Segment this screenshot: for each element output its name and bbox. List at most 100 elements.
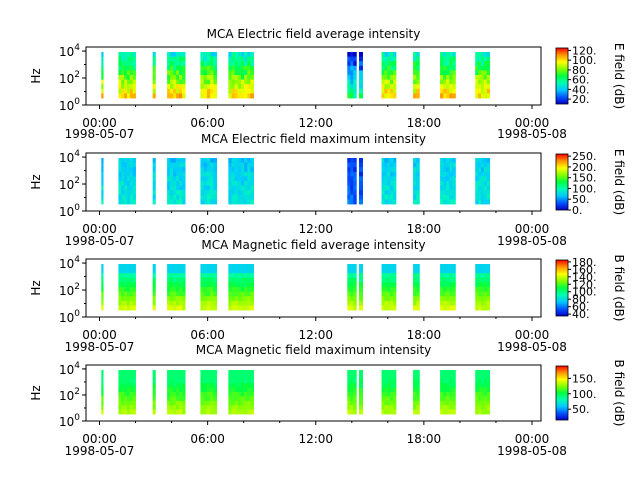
spectrogram-cell bbox=[347, 181, 351, 186]
spectrogram-cell bbox=[480, 70, 485, 76]
spectrogram-cell bbox=[247, 61, 251, 67]
spectrogram-cell bbox=[250, 56, 254, 62]
spectrogram-cell bbox=[118, 387, 122, 393]
spectrogram-cell bbox=[213, 387, 218, 393]
spectrogram-cell bbox=[231, 70, 236, 76]
spectrogram-cell bbox=[475, 61, 479, 67]
spectrogram-cell bbox=[475, 52, 479, 57]
spectrogram-cell bbox=[121, 305, 125, 311]
spectrogram-cell bbox=[247, 52, 251, 57]
spectrogram-cell bbox=[449, 296, 453, 302]
spectrogram-cell bbox=[200, 396, 205, 402]
spectrogram-cell bbox=[475, 268, 479, 274]
spectrogram-cell bbox=[124, 287, 128, 292]
spectrogram-cell bbox=[127, 181, 131, 186]
spectrogram-cell bbox=[413, 70, 417, 76]
spectrogram-cell bbox=[486, 392, 491, 397]
spectrogram-cell bbox=[124, 84, 128, 90]
spectrogram-cell bbox=[234, 405, 239, 410]
spectrogram-cell bbox=[446, 287, 450, 292]
spectrogram-cell bbox=[478, 396, 482, 402]
axes-frame bbox=[85, 258, 542, 318]
spectrogram-cell bbox=[173, 56, 177, 62]
spectrogram-cell bbox=[234, 383, 239, 388]
spectrogram-cell bbox=[478, 52, 482, 57]
spectrogram-cell bbox=[234, 171, 239, 177]
spectrogram-cell bbox=[170, 296, 174, 302]
spectrogram-cell bbox=[179, 305, 183, 311]
spectrogram-cell bbox=[152, 65, 156, 71]
spectrogram-cell bbox=[387, 79, 391, 85]
spectrogram-cell bbox=[350, 383, 354, 388]
spectrogram-cell bbox=[231, 396, 236, 402]
spectrogram-cell bbox=[152, 84, 156, 90]
spectrogram-cell bbox=[244, 409, 248, 415]
spectrogram-cell bbox=[250, 75, 254, 80]
spectrogram-cell bbox=[200, 185, 205, 191]
spectrogram-cell bbox=[393, 176, 397, 182]
spectrogram-cell bbox=[384, 61, 388, 67]
spectrogram-cell bbox=[475, 277, 479, 283]
spectrogram-cell bbox=[203, 264, 208, 269]
spectrogram-cell bbox=[129, 75, 134, 80]
spectrogram-cell bbox=[486, 84, 491, 90]
spectrogram-cell bbox=[210, 400, 214, 406]
spectrogram-cell bbox=[234, 75, 239, 80]
spectrogram-cell bbox=[443, 162, 447, 168]
spectrogram-cell bbox=[387, 374, 391, 380]
spectrogram-cell bbox=[475, 79, 479, 85]
spectrogram-cell bbox=[353, 287, 357, 292]
spectrogram-cell bbox=[203, 370, 208, 375]
spectrogram-cell bbox=[127, 296, 131, 302]
spectrogram-cell bbox=[440, 387, 444, 393]
spectrogram-cell bbox=[228, 75, 232, 80]
spectrogram-cell bbox=[240, 400, 245, 406]
spectrogram-cell bbox=[449, 88, 453, 94]
spectrogram-cell bbox=[359, 79, 363, 85]
spectrogram-cell bbox=[176, 52, 180, 57]
spectrogram-cell bbox=[129, 409, 134, 415]
spectrogram-cell bbox=[443, 277, 447, 283]
spectrogram-cell bbox=[176, 291, 180, 297]
spectrogram-cell bbox=[449, 305, 453, 311]
spectrogram-cell bbox=[440, 374, 444, 380]
spectrogram-cell bbox=[173, 396, 177, 402]
spectrogram-cell bbox=[152, 296, 156, 302]
spectrogram-cell bbox=[101, 167, 104, 173]
spectrogram-cell bbox=[240, 176, 245, 182]
spectrogram-cell bbox=[240, 405, 245, 410]
spectrogram-cell bbox=[478, 370, 482, 375]
spectrogram-cell bbox=[167, 400, 171, 406]
spectrogram-cell bbox=[247, 396, 251, 402]
spectrogram-cell bbox=[176, 392, 180, 397]
colorbar-tick-label: 100. bbox=[572, 182, 597, 195]
spectrogram-cell bbox=[228, 61, 232, 67]
spectrogram-cell bbox=[237, 56, 242, 62]
spectrogram-cell bbox=[244, 277, 248, 283]
spectrogram-cell bbox=[446, 162, 450, 168]
spectrogram-cell bbox=[124, 305, 128, 311]
spectrogram-cell bbox=[167, 268, 171, 274]
spectrogram-cell bbox=[152, 181, 156, 186]
spectrogram-cell bbox=[384, 374, 388, 380]
spectrogram-cell bbox=[176, 199, 180, 205]
spectrogram-cell bbox=[206, 296, 211, 302]
spectrogram-cell bbox=[486, 305, 491, 311]
spectrogram-cell bbox=[390, 61, 394, 67]
spectrogram-cell bbox=[359, 296, 363, 302]
spectrogram-cell bbox=[384, 52, 388, 57]
spectrogram-cell bbox=[480, 181, 485, 186]
spectrogram-cell bbox=[240, 88, 245, 94]
spectrogram-cell bbox=[390, 162, 394, 168]
spectrogram-cell bbox=[167, 176, 171, 182]
spectrogram-cell bbox=[353, 305, 357, 311]
spectrogram-cell bbox=[176, 194, 180, 200]
spectrogram-cell bbox=[480, 291, 485, 297]
spectrogram-cell bbox=[393, 383, 397, 388]
spectrogram-cell bbox=[486, 158, 491, 163]
spectrogram-cell bbox=[443, 176, 447, 182]
spectrogram-cell bbox=[240, 167, 245, 173]
spectrogram-cell bbox=[387, 194, 391, 200]
spectrogram-cell bbox=[353, 300, 357, 306]
spectrogram-cell bbox=[234, 268, 239, 274]
